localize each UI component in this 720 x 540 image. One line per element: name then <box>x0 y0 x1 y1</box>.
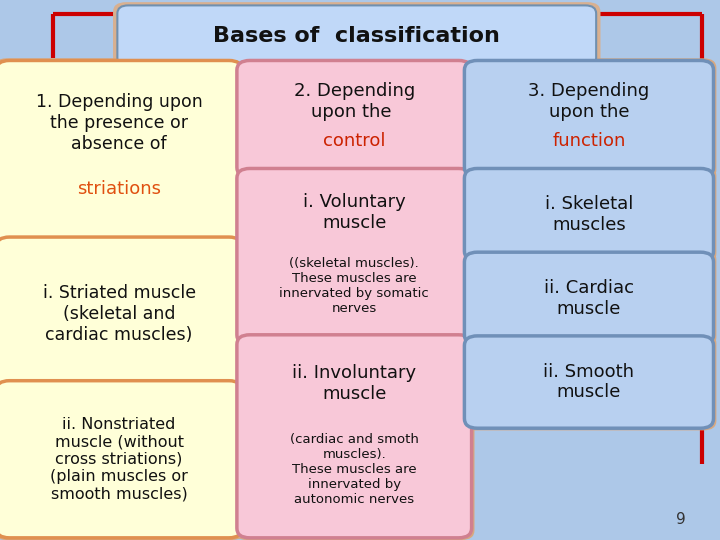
Text: (cardiac and smoth
muscles).
These muscles are
innervated by
autonomic nerves: (cardiac and smoth muscles). These muscl… <box>290 433 418 507</box>
Text: ((skeletal muscles).
These muscles are
innervated by somatic
nerves: ((skeletal muscles). These muscles are i… <box>279 257 429 315</box>
Text: i. Striated muscle
(skeletal and
cardiac muscles): i. Striated muscle (skeletal and cardiac… <box>42 284 196 343</box>
Text: Bases of  classification: Bases of classification <box>213 25 500 46</box>
Text: ii. Smooth
muscle: ii. Smooth muscle <box>544 363 634 401</box>
FancyBboxPatch shape <box>0 379 245 540</box>
Text: i. Voluntary
muscle: i. Voluntary muscle <box>303 193 405 232</box>
FancyBboxPatch shape <box>0 58 245 247</box>
Text: ii. Involuntary
muscle: ii. Involuntary muscle <box>292 364 416 403</box>
FancyBboxPatch shape <box>234 166 474 347</box>
Text: ii. Cardiac
muscle: ii. Cardiac muscle <box>544 279 634 318</box>
FancyBboxPatch shape <box>237 168 472 345</box>
Text: ii. Nonstriated
muscle (without
cross striations)
(plain muscles or
smooth muscl: ii. Nonstriated muscle (without cross st… <box>50 417 188 502</box>
FancyBboxPatch shape <box>464 252 714 345</box>
FancyBboxPatch shape <box>464 60 714 177</box>
FancyBboxPatch shape <box>234 58 474 179</box>
FancyBboxPatch shape <box>464 168 714 261</box>
FancyBboxPatch shape <box>464 336 714 428</box>
FancyBboxPatch shape <box>0 60 242 245</box>
Text: control: control <box>323 132 385 151</box>
Text: 2. Depending
upon the: 2. Depending upon the <box>294 82 415 121</box>
FancyBboxPatch shape <box>237 335 472 538</box>
FancyBboxPatch shape <box>237 60 472 177</box>
Text: 1. Depending upon
the presence or
absence of: 1. Depending upon the presence or absenc… <box>36 93 202 153</box>
FancyBboxPatch shape <box>0 235 245 393</box>
FancyBboxPatch shape <box>462 334 716 430</box>
FancyBboxPatch shape <box>234 333 474 540</box>
FancyBboxPatch shape <box>462 58 716 179</box>
FancyBboxPatch shape <box>0 381 242 538</box>
FancyBboxPatch shape <box>0 237 242 390</box>
FancyBboxPatch shape <box>117 5 596 66</box>
FancyBboxPatch shape <box>462 250 716 347</box>
Text: 3. Depending
upon the: 3. Depending upon the <box>528 82 649 121</box>
FancyBboxPatch shape <box>462 166 716 263</box>
Text: function: function <box>552 132 626 151</box>
Text: 9: 9 <box>675 512 685 527</box>
FancyBboxPatch shape <box>113 2 600 69</box>
Text: striations: striations <box>77 180 161 198</box>
Text: i. Skeletal
muscles: i. Skeletal muscles <box>545 195 633 234</box>
